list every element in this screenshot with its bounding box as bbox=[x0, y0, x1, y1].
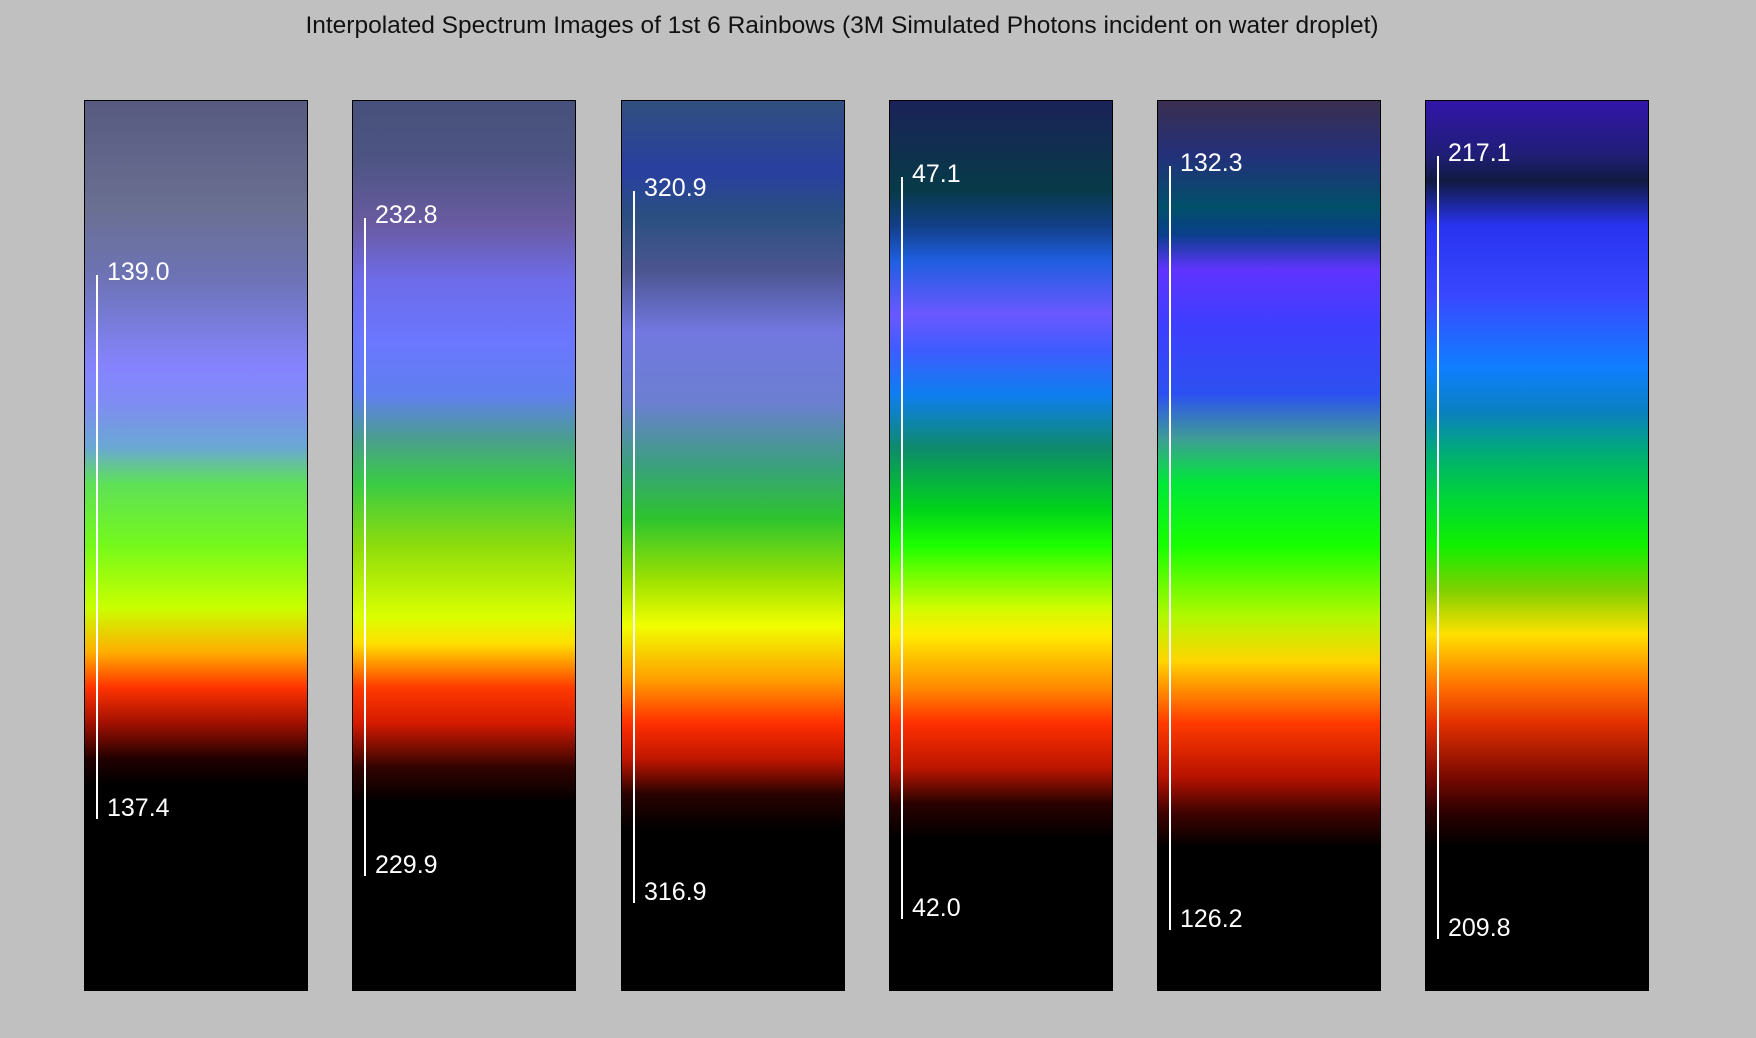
angle-span-line bbox=[633, 190, 635, 903]
bottom-angle-label: 126.2 bbox=[1180, 904, 1243, 933]
top-angle-label: 320.9 bbox=[644, 173, 707, 202]
rainbow-panel-2: 232.8 229.9 bbox=[352, 100, 576, 991]
bottom-angle-label: 42.0 bbox=[912, 893, 961, 922]
top-angle-label: 139.0 bbox=[107, 257, 170, 286]
bottom-angle-label: 209.8 bbox=[1448, 913, 1511, 942]
rainbow-panel-5: 132.3 126.2 bbox=[1157, 100, 1381, 991]
bottom-angle-label: 229.9 bbox=[375, 851, 438, 880]
angle-span-line bbox=[96, 274, 98, 820]
bottom-angle-label: 316.9 bbox=[644, 877, 707, 906]
figure-title: Interpolated Spectrum Images of 1st 6 Ra… bbox=[305, 12, 1379, 39]
top-angle-label: 132.3 bbox=[1180, 149, 1243, 178]
angle-span-line bbox=[364, 217, 366, 877]
rainbow-panel-3: 320.9 316.9 bbox=[621, 100, 845, 991]
top-angle-label: 217.1 bbox=[1448, 139, 1511, 168]
bottom-angle-label: 137.4 bbox=[107, 794, 170, 823]
rainbow-panel-1: 139.0 137.4 bbox=[84, 100, 308, 991]
angle-span-line bbox=[1169, 166, 1171, 930]
angle-span-line bbox=[1437, 156, 1439, 939]
rainbow-panel-4: 47.1 42.0 bbox=[889, 100, 1113, 991]
angle-span-line bbox=[901, 176, 903, 919]
rainbow-panel-6: 217.1 209.8 bbox=[1425, 100, 1649, 991]
top-angle-label: 47.1 bbox=[912, 159, 961, 188]
top-angle-label: 232.8 bbox=[375, 200, 438, 229]
